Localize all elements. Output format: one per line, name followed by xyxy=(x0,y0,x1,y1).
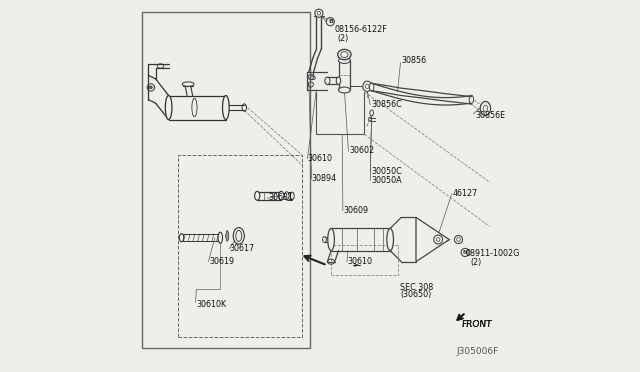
Text: 30610: 30610 xyxy=(307,154,332,163)
Ellipse shape xyxy=(315,9,323,17)
Ellipse shape xyxy=(285,192,289,200)
Text: FRONT: FRONT xyxy=(461,320,492,328)
Ellipse shape xyxy=(326,17,334,26)
Ellipse shape xyxy=(369,83,374,91)
Ellipse shape xyxy=(218,232,223,243)
Ellipse shape xyxy=(323,237,326,243)
Ellipse shape xyxy=(324,77,330,84)
Ellipse shape xyxy=(328,228,334,251)
Text: 30894: 30894 xyxy=(312,174,337,183)
Text: 30050A: 30050A xyxy=(371,176,401,185)
Ellipse shape xyxy=(291,192,294,199)
Text: 30856E: 30856E xyxy=(475,111,505,121)
Ellipse shape xyxy=(454,235,463,244)
Polygon shape xyxy=(225,230,228,241)
Text: 30617: 30617 xyxy=(230,244,255,253)
Bar xyxy=(178,155,301,337)
Ellipse shape xyxy=(179,234,184,242)
Text: (2): (2) xyxy=(470,258,481,267)
Text: B: B xyxy=(328,19,333,24)
Text: 30856: 30856 xyxy=(401,56,426,65)
Text: 30050C: 30050C xyxy=(371,167,402,176)
Ellipse shape xyxy=(165,96,172,119)
Text: 30619: 30619 xyxy=(209,257,234,266)
Ellipse shape xyxy=(387,228,394,251)
Text: (2): (2) xyxy=(337,34,348,43)
Ellipse shape xyxy=(363,81,372,92)
Text: 30631: 30631 xyxy=(268,193,293,202)
Ellipse shape xyxy=(182,82,194,86)
Text: SEC 308: SEC 308 xyxy=(401,283,434,292)
Text: 08156-6122F: 08156-6122F xyxy=(334,25,387,33)
Text: 30610: 30610 xyxy=(348,257,372,266)
Ellipse shape xyxy=(278,191,284,200)
Ellipse shape xyxy=(223,96,229,119)
Text: 08911-1002G: 08911-1002G xyxy=(466,250,520,259)
Ellipse shape xyxy=(255,191,260,200)
Polygon shape xyxy=(416,217,449,262)
Text: 30856C: 30856C xyxy=(371,100,402,109)
Ellipse shape xyxy=(434,235,443,244)
Ellipse shape xyxy=(469,95,474,103)
Ellipse shape xyxy=(338,49,351,60)
Ellipse shape xyxy=(233,228,244,244)
Ellipse shape xyxy=(370,110,374,116)
Text: 46127: 46127 xyxy=(453,189,478,198)
Ellipse shape xyxy=(149,86,152,89)
Ellipse shape xyxy=(461,248,469,257)
Text: 30610K: 30610K xyxy=(196,300,227,310)
Text: 30609: 30609 xyxy=(344,206,369,215)
Text: J305006F: J305006F xyxy=(457,347,499,356)
Text: N: N xyxy=(463,250,467,255)
Ellipse shape xyxy=(480,102,491,115)
Bar xyxy=(142,13,310,349)
Bar xyxy=(331,245,397,275)
Text: FRONT: FRONT xyxy=(461,320,492,328)
Ellipse shape xyxy=(339,58,350,63)
Text: (30650): (30650) xyxy=(401,290,432,299)
Ellipse shape xyxy=(339,87,350,93)
Text: 30602: 30602 xyxy=(349,147,374,155)
Ellipse shape xyxy=(336,77,340,84)
